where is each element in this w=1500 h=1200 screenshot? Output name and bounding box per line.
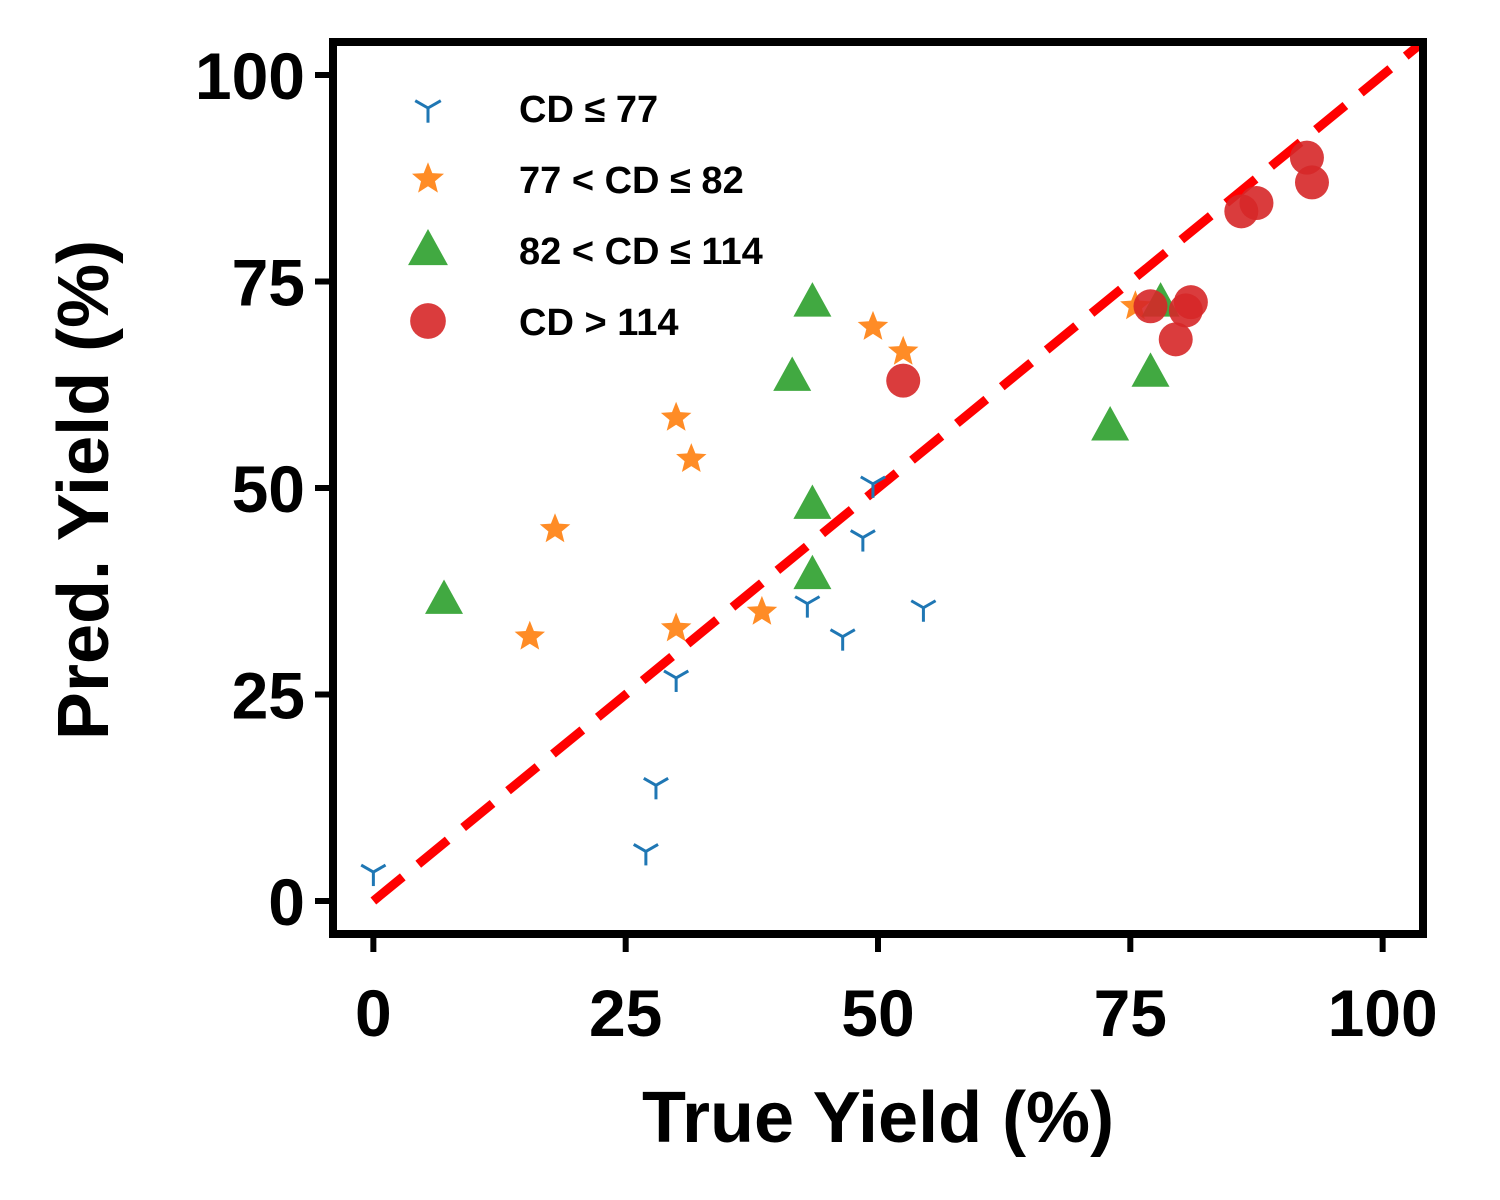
x-tick-label-3: 75	[1094, 976, 1167, 1050]
data-point-s1-p7	[888, 335, 919, 365]
legend-marker-0	[414, 99, 442, 123]
x-axis-label: True Yield (%)	[642, 1078, 1114, 1158]
data-point-s2-p3	[793, 484, 832, 519]
data-point-s2-p2	[793, 282, 832, 317]
y-tick-label-3: 75	[232, 246, 305, 320]
data-point-s0-p6	[849, 529, 876, 552]
data-point-s1-p4	[660, 612, 692, 642]
data-point-s0-p8	[910, 599, 937, 622]
data-point-s3-p0	[886, 363, 921, 398]
legend-label-3: CD > 114	[519, 302, 679, 344]
data-point-s0-p1	[632, 843, 659, 866]
reference-line-layer	[370, 38, 1426, 905]
x-tick-label-1: 25	[589, 976, 662, 1050]
legend-marker-2	[408, 229, 448, 266]
data-point-s0-p4	[794, 595, 821, 618]
data-point-s1-p3	[676, 443, 707, 472]
data-point-s2-p0	[425, 579, 464, 614]
x-tick-label-2: 50	[841, 976, 914, 1050]
data-point-s2-p5	[1091, 406, 1130, 441]
data-point-s1-p6	[857, 310, 889, 340]
data-point-s1-p2	[660, 401, 692, 431]
legend-label-0: CD ≤ 77	[519, 89, 658, 131]
data-point-s0-p0	[360, 863, 387, 887]
data-point-s2-p1	[773, 356, 812, 391]
data-point-s1-p5	[746, 595, 778, 625]
legend: CD ≤ 77 77 < CD ≤ 82 82 < CD ≤ 114 CD > 114	[408, 89, 763, 344]
data-point-s0-p3	[663, 669, 690, 692]
identity-reference-line	[370, 38, 1426, 905]
data-point-s0-p5	[829, 628, 856, 651]
data-point-s3-p6	[1239, 186, 1274, 221]
y-tick-label-2: 50	[232, 452, 305, 526]
data-point-s3-p4	[1173, 285, 1208, 320]
legend-label-1: 77 < CD ≤ 82	[519, 160, 744, 202]
axis-ticks-layer: 0 25 50 75 100 0 25 50 75 100	[195, 39, 1438, 1050]
x-tick-label-0: 0	[355, 976, 392, 1050]
y-tick-label-0: 0	[268, 865, 305, 939]
data-point-s0-p2	[643, 777, 669, 800]
y-tick-label-4: 100	[195, 39, 305, 113]
data-point-s2-p6	[1131, 352, 1170, 387]
legend-label-2: 82 < CD ≤ 114	[519, 231, 763, 273]
y-axis-label: Pred. Yield (%)	[44, 240, 124, 740]
data-point-s3-p2	[1158, 322, 1193, 357]
data-point-s3-p8	[1294, 165, 1329, 200]
legend-marker-1	[412, 162, 444, 193]
x-tick-label-4: 100	[1328, 976, 1438, 1050]
data-point-s2-p4	[793, 554, 832, 590]
data-point-s1-p1	[539, 513, 571, 543]
data-point-s0-p7	[860, 475, 886, 498]
data-points-layer	[360, 140, 1329, 887]
data-point-s1-p0	[514, 620, 545, 650]
y-tick-label-1: 25	[232, 658, 305, 732]
legend-marker-3	[410, 303, 446, 339]
data-point-s3-p1	[1133, 289, 1168, 324]
